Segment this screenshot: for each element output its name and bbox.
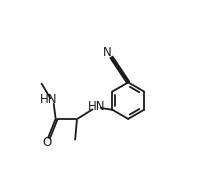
Text: N: N [102, 46, 111, 59]
Text: HN: HN [88, 101, 105, 113]
Text: O: O [43, 136, 52, 149]
Text: HN: HN [40, 93, 58, 106]
